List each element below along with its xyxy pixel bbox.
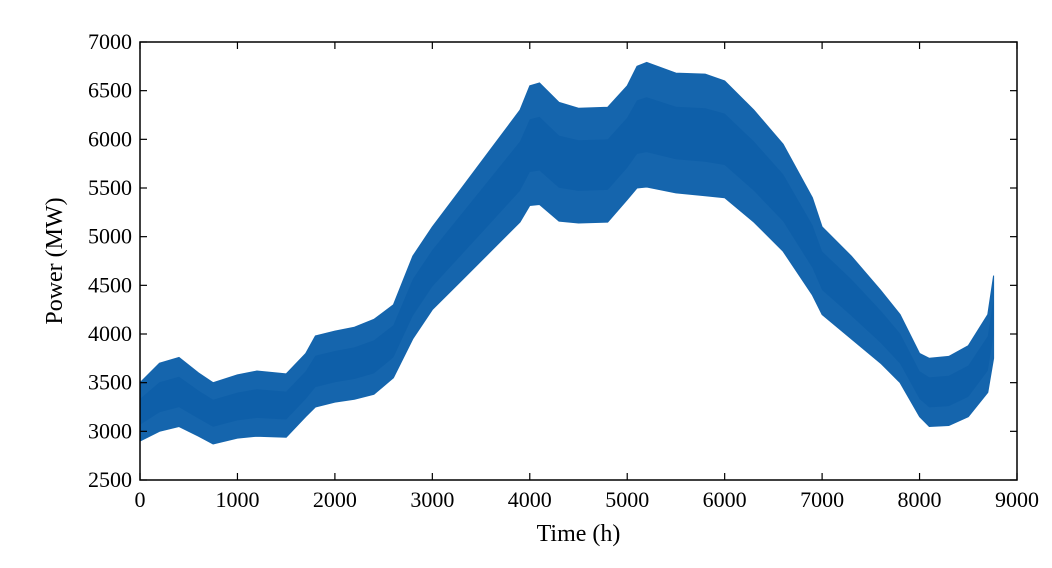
y-axis: 2500 3000 3500 4000 4500 5000 5500 6000 6500 7000 xyxy=(88,29,1017,492)
y-tick-label-5: 5000 xyxy=(88,224,132,249)
x-tick-label-5: 5000 xyxy=(605,487,649,512)
x-tick-label-8: 8000 xyxy=(898,487,942,512)
y-tick-label-2: 3500 xyxy=(88,370,132,395)
y-tick-label-3: 4000 xyxy=(88,321,132,346)
x-axis: 0 1000 2000 3000 4000 5000 6000 7000 8000 9000 xyxy=(135,42,1039,512)
series-band-0 xyxy=(139,61,995,445)
x-axis-title: Time (h) xyxy=(537,521,621,547)
power-band xyxy=(139,61,995,445)
y-tick-label-6: 5500 xyxy=(88,175,132,200)
plot-frame xyxy=(139,41,1018,481)
x-tick-label-3: 3000 xyxy=(410,487,454,512)
series-core-0 xyxy=(140,97,994,427)
x-tick-label-1: 1000 xyxy=(215,487,259,512)
y-tick-label-1: 3000 xyxy=(88,418,132,443)
y-tick-label-8: 6500 xyxy=(88,78,132,103)
x-tick-label-7: 7000 xyxy=(800,487,844,512)
x-tick-label-0: 0 xyxy=(135,487,146,512)
x-tick-label-9: 9000 xyxy=(995,487,1039,512)
y-tick-label-7: 6000 xyxy=(88,126,132,151)
y-tick-label-4: 4500 xyxy=(88,272,132,297)
y-tick-label-0: 2500 xyxy=(88,467,132,492)
y-axis-title: Power (MW) xyxy=(42,197,68,324)
x-tick-label-2: 2000 xyxy=(313,487,357,512)
x-tick-label-4: 4000 xyxy=(508,487,552,512)
y-tick-label-9: 7000 xyxy=(88,29,132,54)
x-tick-label-6: 6000 xyxy=(703,487,747,512)
